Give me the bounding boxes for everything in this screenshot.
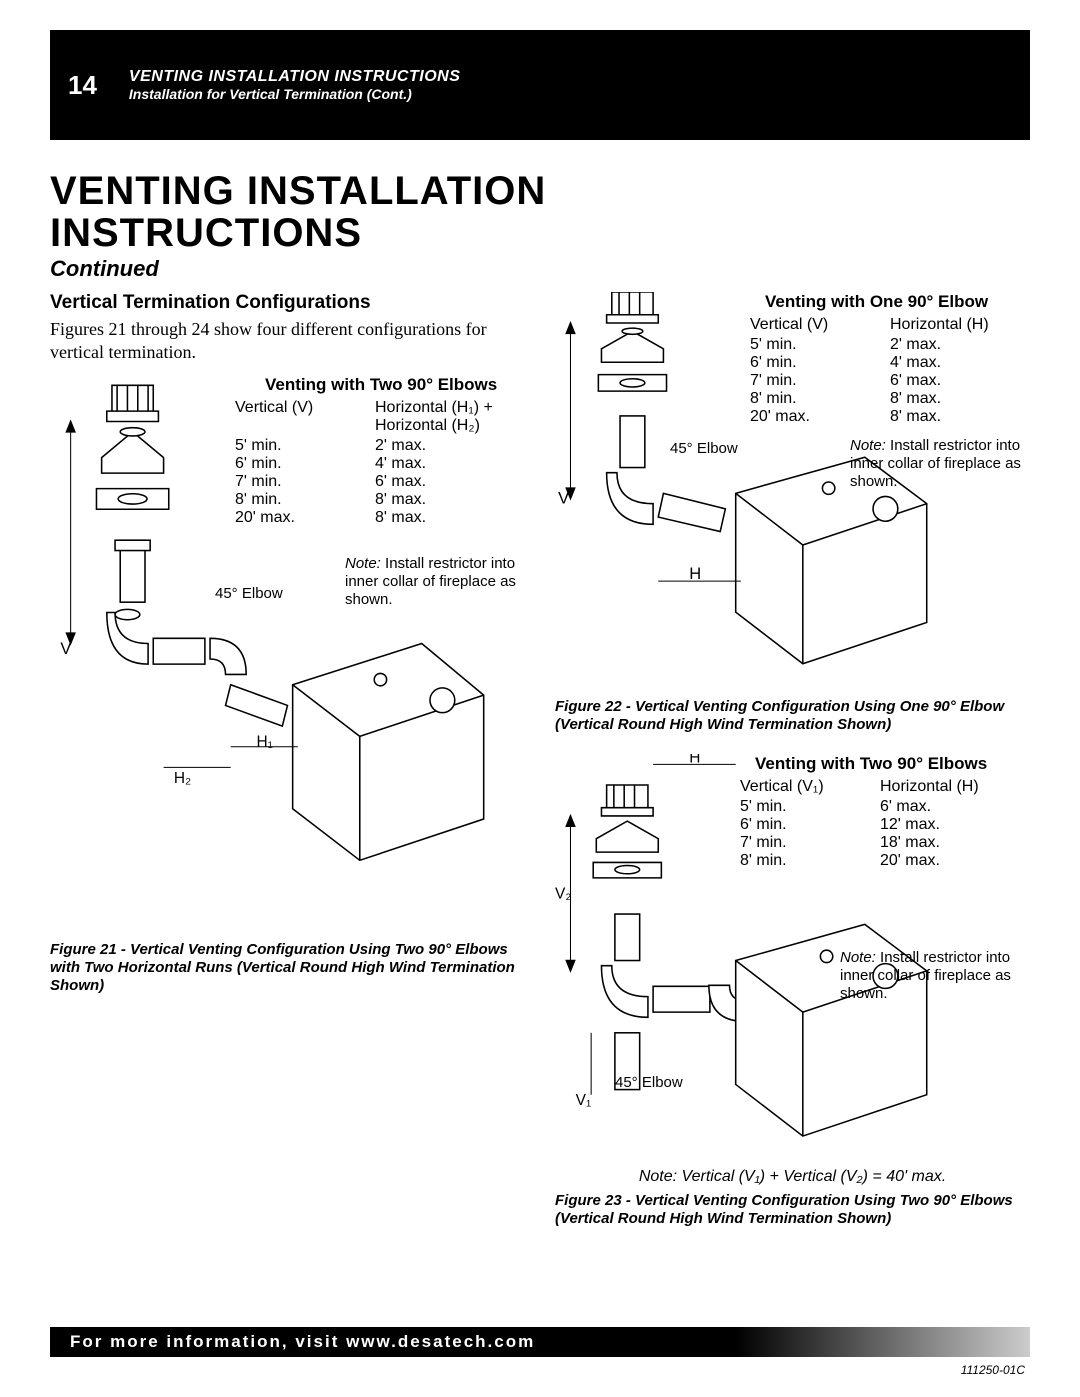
elbow-label: 45° Elbow (670, 440, 738, 457)
table3: Vertical (V₁) Horizontal (H) 5' min.6' m… (740, 778, 1020, 870)
table1: Vertical (V) Horizontal (H₁) + Horizonta… (235, 399, 515, 527)
page-header: 14 VENTING INSTALLATION INSTRUCTIONS Ins… (50, 30, 1030, 140)
elbow-label: 45° Elbow (215, 585, 283, 602)
svg-text:V₂: V₂ (555, 886, 571, 903)
figure-21-block: Venting with Two 90° Elbows Vertical (V)… (50, 375, 525, 935)
page-footer: For more information, visit www.desatech… (50, 1327, 1030, 1357)
document-number: 111250-01C (961, 1363, 1025, 1377)
table2: Vertical (V) Horizontal (H) 5' min.2' ma… (750, 316, 1030, 426)
svg-text:V₁: V₁ (576, 1092, 592, 1109)
right-column: Venting with One 90° Elbow Vertical (V) … (555, 292, 1030, 1228)
table3-title: Venting with Two 90° Elbows (755, 754, 1020, 774)
svg-text:V: V (558, 489, 569, 508)
header-title: VENTING INSTALLATION INSTRUCTIONS (129, 68, 460, 86)
elbow-label: 45° Elbow (615, 1074, 683, 1091)
svg-text:V: V (60, 639, 71, 658)
section-title: Vertical Termination Configurations (50, 292, 525, 314)
main-heading: VENTING INSTALLATION INSTRUCTIONS (50, 170, 1030, 254)
svg-text:H: H (689, 564, 701, 583)
svg-text:H₁: H₁ (257, 734, 273, 751)
intro-text: Figures 21 through 24 show four differen… (50, 318, 525, 363)
figure-23-block: Venting with Two 90° Elbows Vertical (V₁… (555, 754, 1030, 1174)
continued-label: Continued (50, 256, 1030, 282)
table2-title: Venting with One 90° Elbow (765, 292, 1030, 312)
header-subtitle: Installation for Vertical Termination (C… (129, 86, 460, 102)
left-column: Vertical Termination Configurations Figu… (50, 292, 525, 1228)
figure-23-caption: Figure 23 - Vertical Venting Configurati… (555, 1192, 1030, 1228)
svg-text:H₂: H₂ (174, 770, 191, 787)
table1-title: Venting with Two 90° Elbows (265, 375, 515, 395)
page-number: 14 (50, 30, 115, 140)
figure-22-block: Venting with One 90° Elbow Vertical (V) … (555, 292, 1030, 692)
svg-text:H: H (689, 754, 700, 766)
